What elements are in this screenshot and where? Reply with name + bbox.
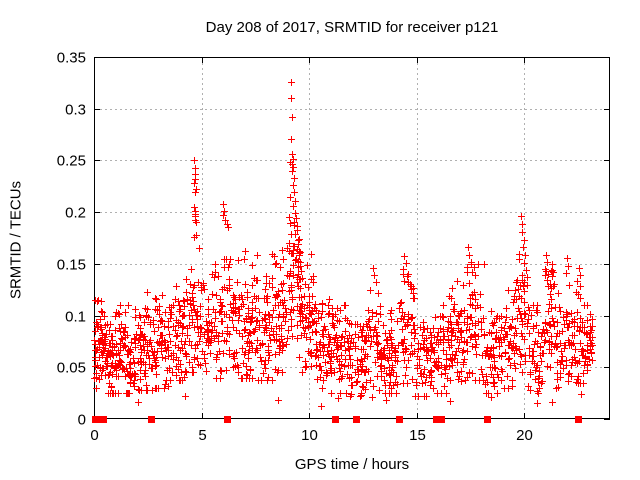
y-tick-label: 0.3: [65, 102, 86, 119]
y-tick-label: 0.35: [57, 50, 86, 67]
chart-title: Day 208 of 2017, SRMTID for receiver p12…: [205, 19, 499, 36]
x-tick-label: 15: [409, 427, 426, 444]
x-tick-label: 5: [198, 427, 206, 444]
plot-border: [94, 57, 610, 419]
y-tick-label: 0: [78, 412, 86, 429]
y-tick-label: 0.05: [57, 360, 86, 377]
data-points: [91, 79, 596, 410]
x-tick-label: 10: [301, 427, 318, 444]
x-tick-label: 0: [90, 427, 98, 444]
x-axis-label: GPS time / hours: [294, 456, 410, 473]
zero-markers: [92, 416, 582, 423]
y-tick-label: 0.2: [65, 205, 86, 222]
y-tick-label: 0.1: [65, 309, 86, 326]
x-tick-label: 20: [516, 427, 533, 444]
y-tick-label: 0.25: [57, 153, 86, 170]
y-tick-label: 0.15: [57, 257, 86, 274]
